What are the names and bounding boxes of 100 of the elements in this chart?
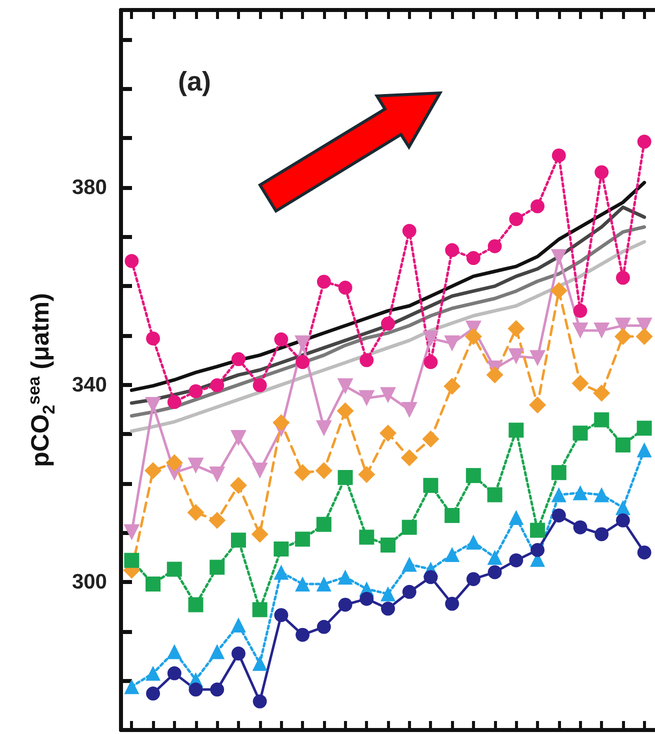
point [146,331,160,346]
point [296,355,310,370]
point [572,374,589,392]
y-tick-label: 380 [72,176,107,200]
point [444,508,460,523]
point [444,546,460,562]
point [530,350,546,366]
point [274,564,289,580]
point [509,553,524,568]
point [144,462,162,480]
point [294,464,312,482]
point [508,348,524,364]
point [508,422,524,438]
point [572,485,588,500]
point [210,378,224,392]
point [231,352,246,366]
point [295,576,310,592]
point [466,468,481,484]
point [315,462,332,480]
point [488,565,502,580]
point [272,414,290,432]
point [466,251,480,266]
point [380,387,396,404]
point [338,598,352,612]
point [166,562,182,577]
point [615,500,630,516]
point [530,543,545,557]
point [552,148,566,162]
point [252,378,267,392]
point [295,532,310,547]
point [380,586,396,602]
point [594,322,610,339]
point [445,243,460,258]
point [338,280,352,295]
point [210,682,224,697]
point [445,596,460,611]
point [208,512,226,529]
point [188,458,204,474]
point [252,602,268,618]
point [381,316,395,331]
point [636,328,653,345]
point [146,576,161,592]
point [637,545,652,560]
point [188,682,203,697]
point [400,449,418,466]
point [316,576,332,592]
point [530,199,545,214]
point [594,487,610,502]
point [360,592,374,606]
point [552,508,566,522]
point [444,378,461,395]
point [338,570,353,585]
point [337,378,354,394]
point [274,332,288,346]
point [402,556,417,572]
point [488,239,502,254]
point [636,420,652,436]
point [614,328,632,345]
point [594,527,609,542]
point [188,384,203,398]
point [145,397,162,414]
point [402,520,417,535]
point [530,522,546,538]
point [338,470,353,486]
point [124,524,140,540]
point [230,476,247,494]
point [146,666,161,681]
point [594,412,610,428]
point [486,366,504,384]
point [509,212,524,226]
point [359,530,374,545]
point [402,584,416,599]
point [637,134,652,149]
point [252,694,267,708]
point [316,420,332,436]
point [487,487,502,502]
point [210,560,225,575]
point [550,249,567,266]
point [615,437,630,452]
point [551,465,566,480]
annotation: (a) [178,66,211,96]
point [424,570,438,584]
point [274,608,288,622]
point [252,656,268,671]
point [358,390,375,406]
point [550,282,568,300]
point [209,466,226,483]
point [466,572,480,586]
point [616,270,630,285]
point [572,322,588,339]
point [146,686,160,701]
point [380,424,396,442]
point [167,666,182,680]
point [124,254,139,268]
point [316,274,331,289]
point [230,430,246,446]
point [508,510,524,525]
point [188,597,204,612]
point [294,335,311,352]
point [487,550,502,565]
